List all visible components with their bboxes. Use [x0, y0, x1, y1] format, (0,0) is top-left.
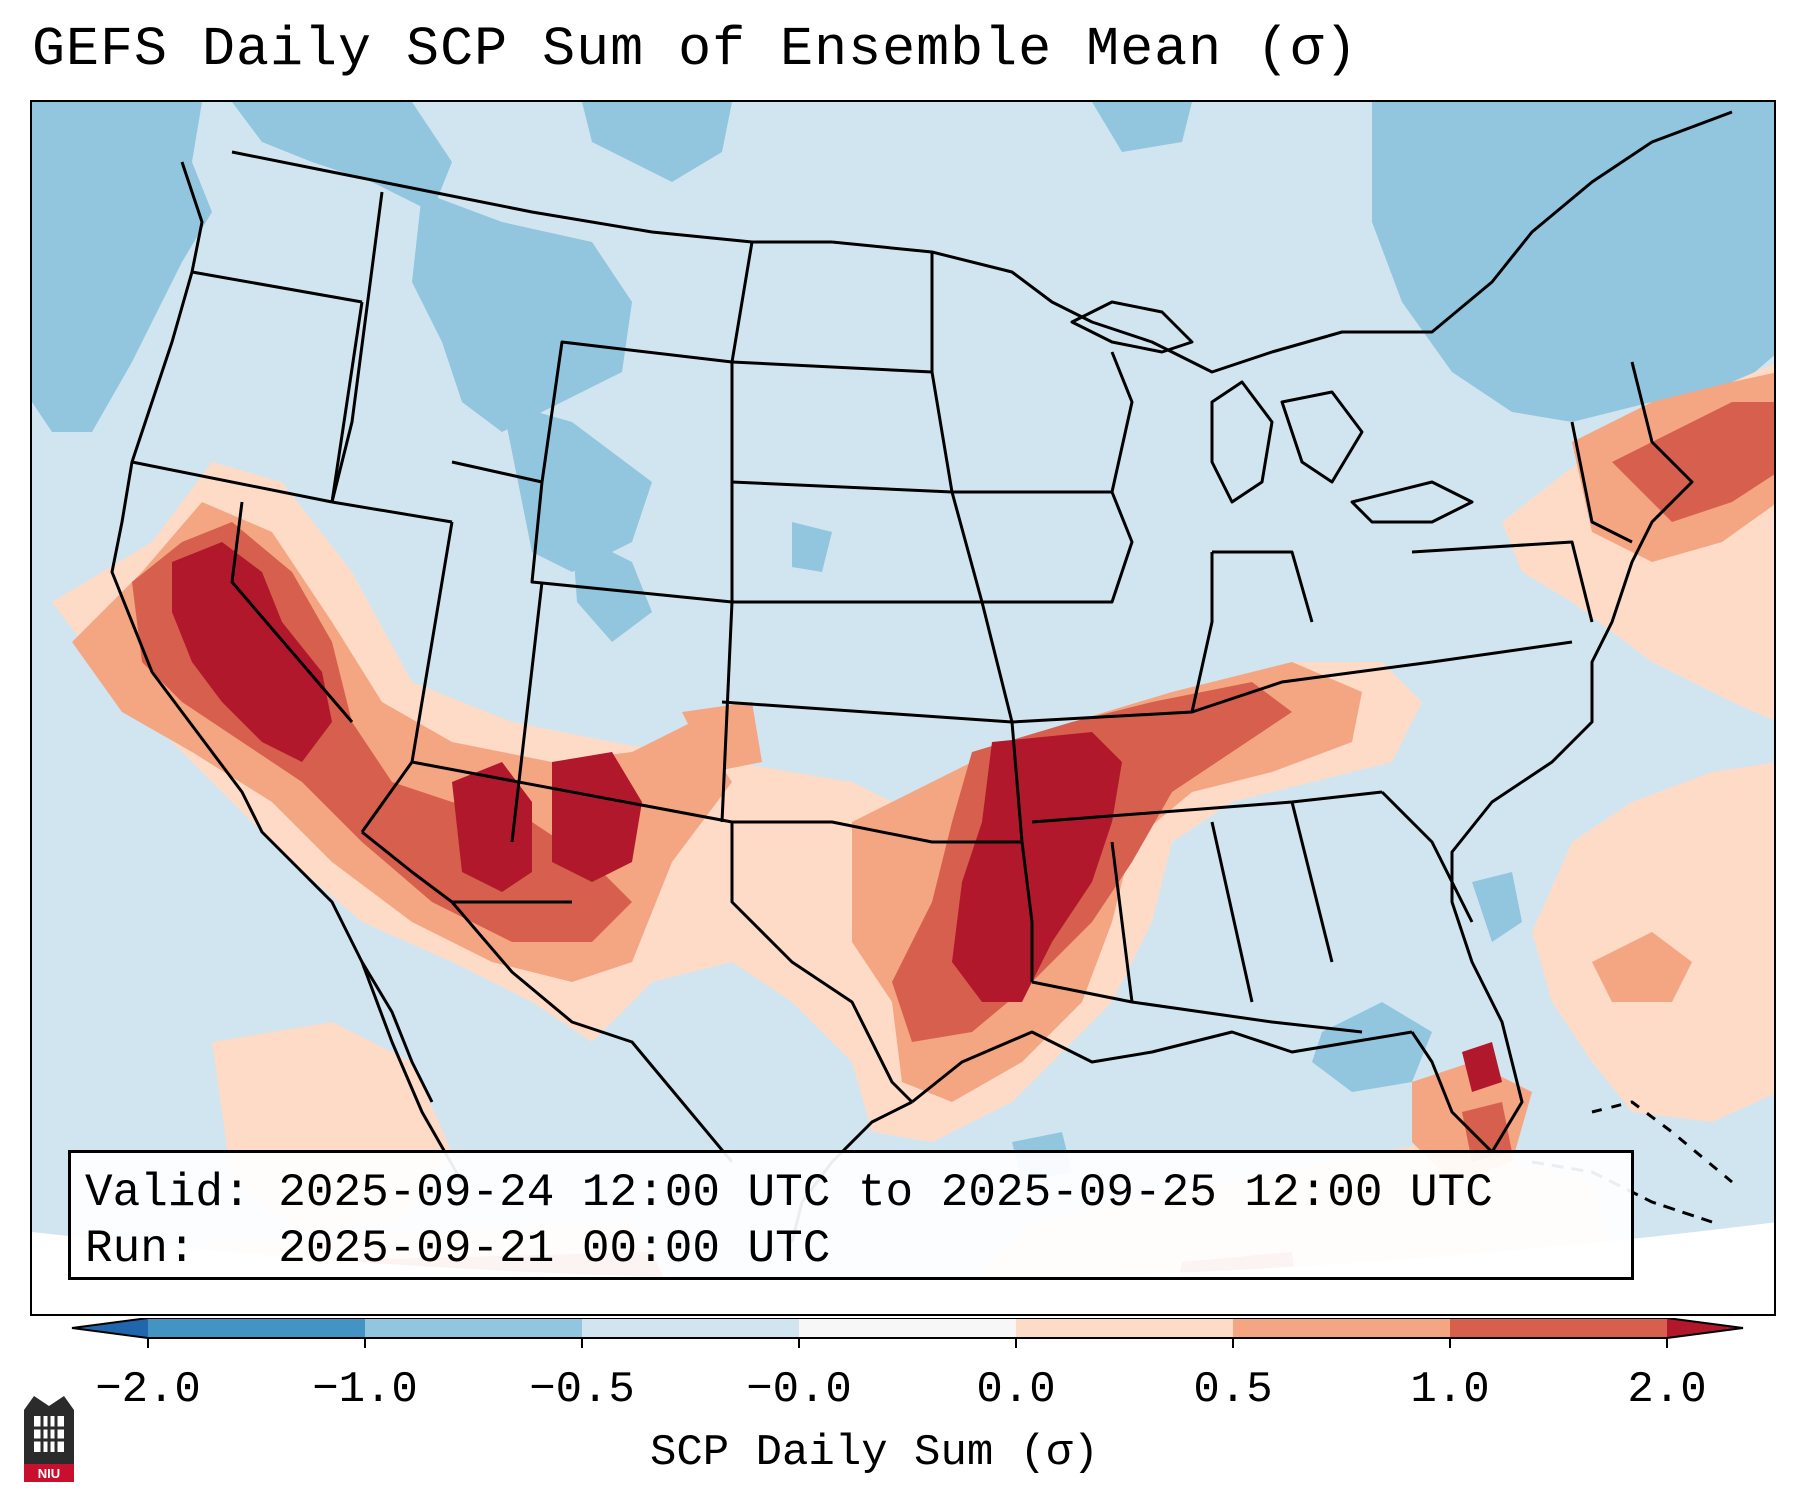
colorbar-tick-label: −0.0	[746, 1365, 852, 1415]
valid-label: Valid:	[85, 1167, 251, 1219]
valid-value: 2025-09-24 12:00 UTC to 2025-09-25 12:00…	[278, 1167, 1493, 1219]
colorbar-tick-label: 2.0	[1627, 1365, 1707, 1415]
colorbar-bin	[1450, 1318, 1667, 1338]
colorbar	[71, 1318, 1744, 1348]
colorbar-tick-label: −2.0	[95, 1365, 201, 1415]
niu-logo: NIU	[24, 1396, 74, 1482]
colorbar-bin	[799, 1318, 1016, 1338]
colorbar-label: SCP Daily Sum (σ)	[650, 1428, 1099, 1478]
colorbar-tick-label: 0.5	[1193, 1365, 1273, 1415]
run-label: Run:	[85, 1223, 196, 1275]
colorbar-tick-label: −0.5	[529, 1365, 635, 1415]
colorbar-bin	[148, 1318, 365, 1338]
colorbar-extend-low	[72, 1318, 148, 1338]
run-line: Run: 2025-09-21 00:00 UTC	[85, 1221, 1617, 1277]
colorbar-tick-label: 1.0	[1410, 1365, 1490, 1415]
projection-edge	[32, 1222, 1774, 1314]
colorbar-bin	[1016, 1318, 1233, 1338]
valid-line: Valid: 2025-09-24 12:00 UTC to 2025-09-2…	[85, 1165, 1617, 1221]
colorbar-tick-label: 0.0	[976, 1365, 1056, 1415]
valid-time-box: Valid: 2025-09-24 12:00 UTC to 2025-09-2…	[68, 1150, 1634, 1280]
colorbar-bin	[582, 1318, 799, 1338]
run-value: 2025-09-21 00:00 UTC	[278, 1223, 831, 1275]
colorbar-tick-label: −1.0	[312, 1365, 418, 1415]
logo-text: NIU	[38, 1466, 60, 1481]
chart-title: GEFS Daily SCP Sum of Ensemble Mean (σ)	[32, 18, 1359, 81]
colorbar-bin	[365, 1318, 582, 1338]
colorbar-bin	[1233, 1318, 1450, 1338]
map-panel	[30, 100, 1776, 1316]
colorbar-extend-high	[1667, 1318, 1743, 1338]
